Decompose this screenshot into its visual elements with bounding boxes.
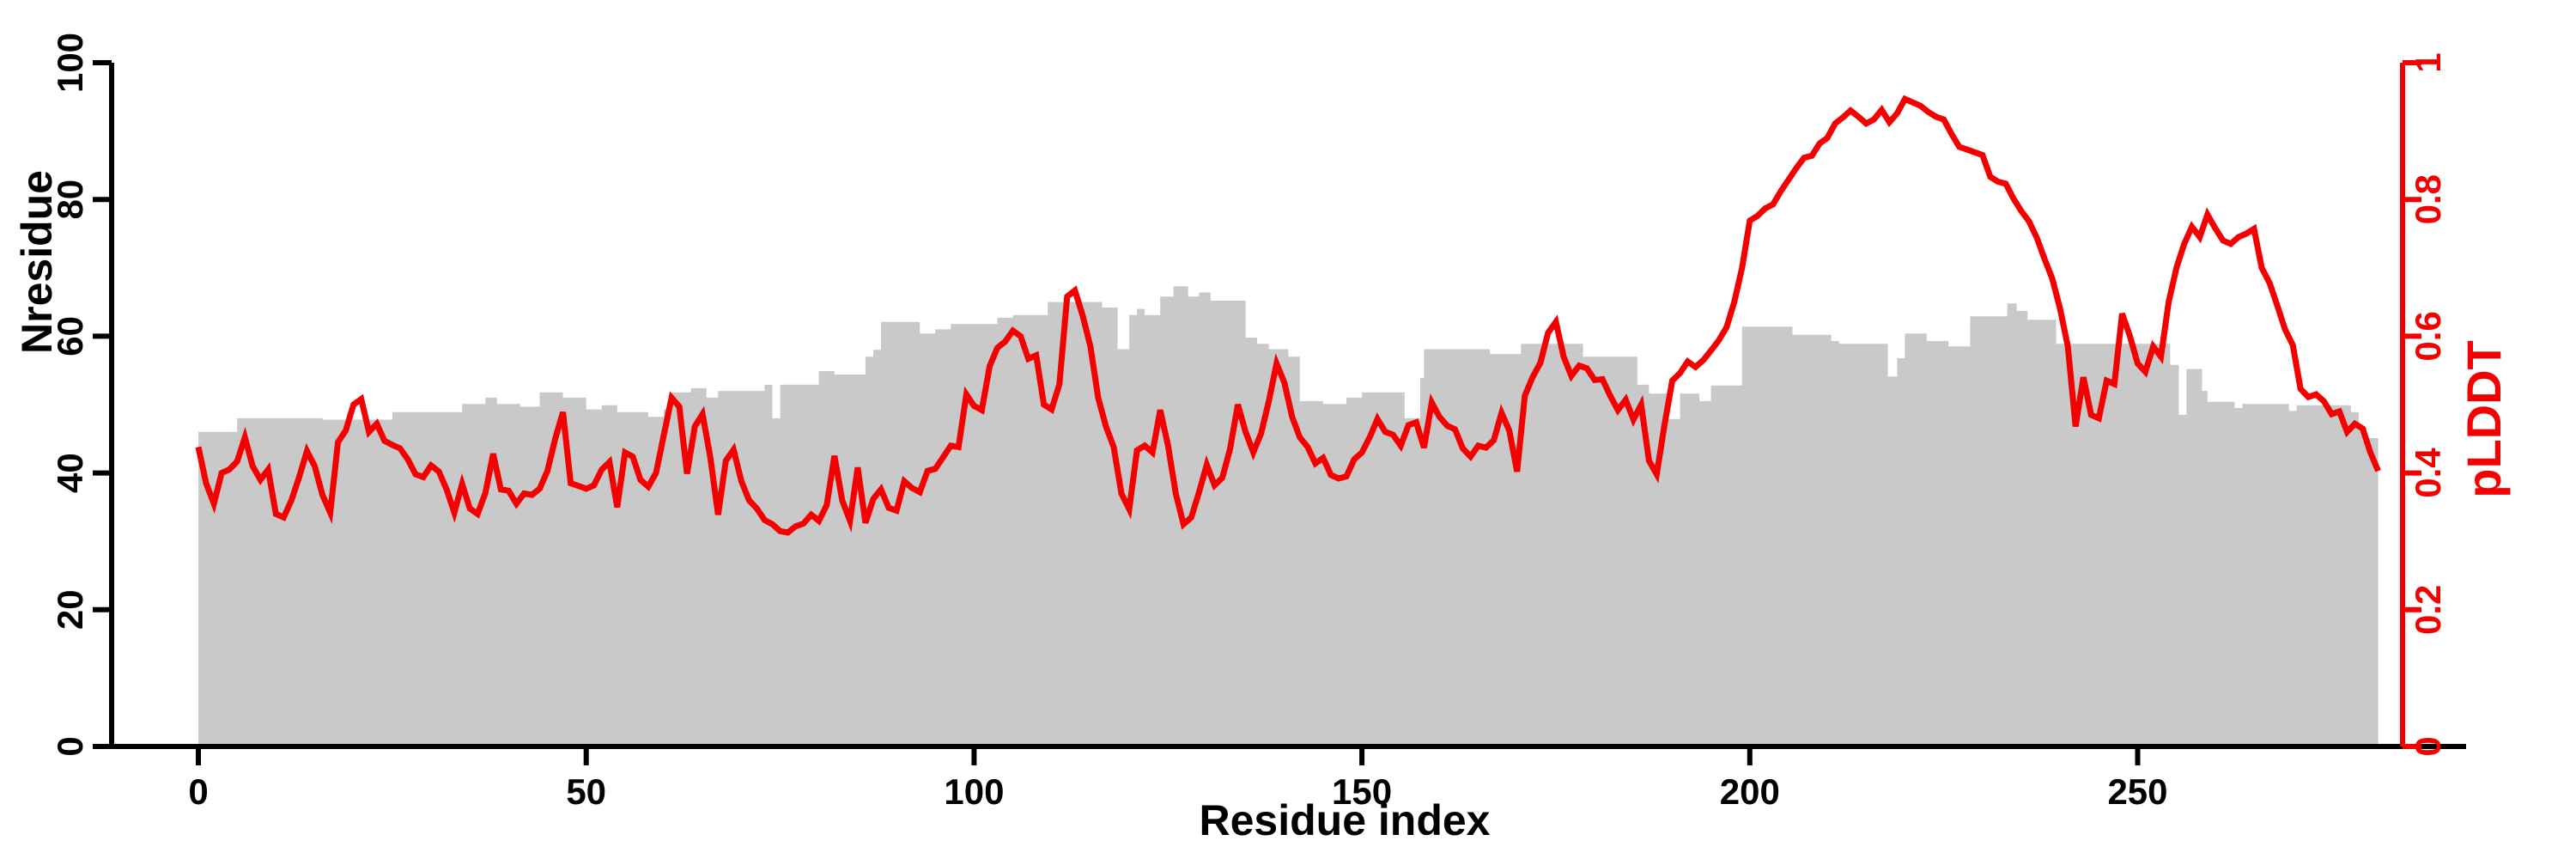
- right-tick-label: 0.6: [2408, 311, 2448, 361]
- x-tick-label: 250: [2107, 771, 2167, 812]
- right-tick-label: 0.8: [2408, 174, 2448, 224]
- right-tick-label: 0: [2408, 736, 2448, 756]
- left-tick-label: 40: [50, 453, 90, 493]
- nresidue-area-group: [198, 286, 2379, 746]
- nresidue-area: [198, 286, 2379, 746]
- x-tick-label: 200: [1720, 771, 1780, 812]
- x-axis-title: Residue index: [1200, 796, 1491, 844]
- tick-labels-group: 0 20 40 60 80 100 0 50 100 150 200 250 0 0.2 0.4 0.6 0.8…: [50, 33, 2448, 812]
- x-tick-label: 100: [944, 771, 1004, 812]
- left-tick-label: 20: [50, 589, 90, 630]
- x-tick-label: 50: [566, 771, 606, 812]
- left-tick-label: 80: [50, 180, 90, 220]
- right-tick-label: 0.4: [2408, 448, 2448, 498]
- tick-marks-group: [93, 60, 2421, 765]
- right-axis-title: pLDDT: [2457, 340, 2511, 498]
- left-tick-label: 100: [50, 33, 90, 93]
- right-tick-label: 1: [2408, 52, 2448, 72]
- x-tick-label: 0: [188, 771, 208, 812]
- x-tick-label: 150: [1332, 771, 1392, 812]
- left-tick-label: 60: [50, 316, 90, 356]
- plddt-line: [195, 94, 2381, 536]
- left-tick-label: 0: [50, 736, 90, 756]
- plddt-line-group: [195, 94, 2381, 536]
- right-tick-label: 0.2: [2408, 585, 2448, 635]
- left-axis-title: Nresidue: [13, 170, 61, 354]
